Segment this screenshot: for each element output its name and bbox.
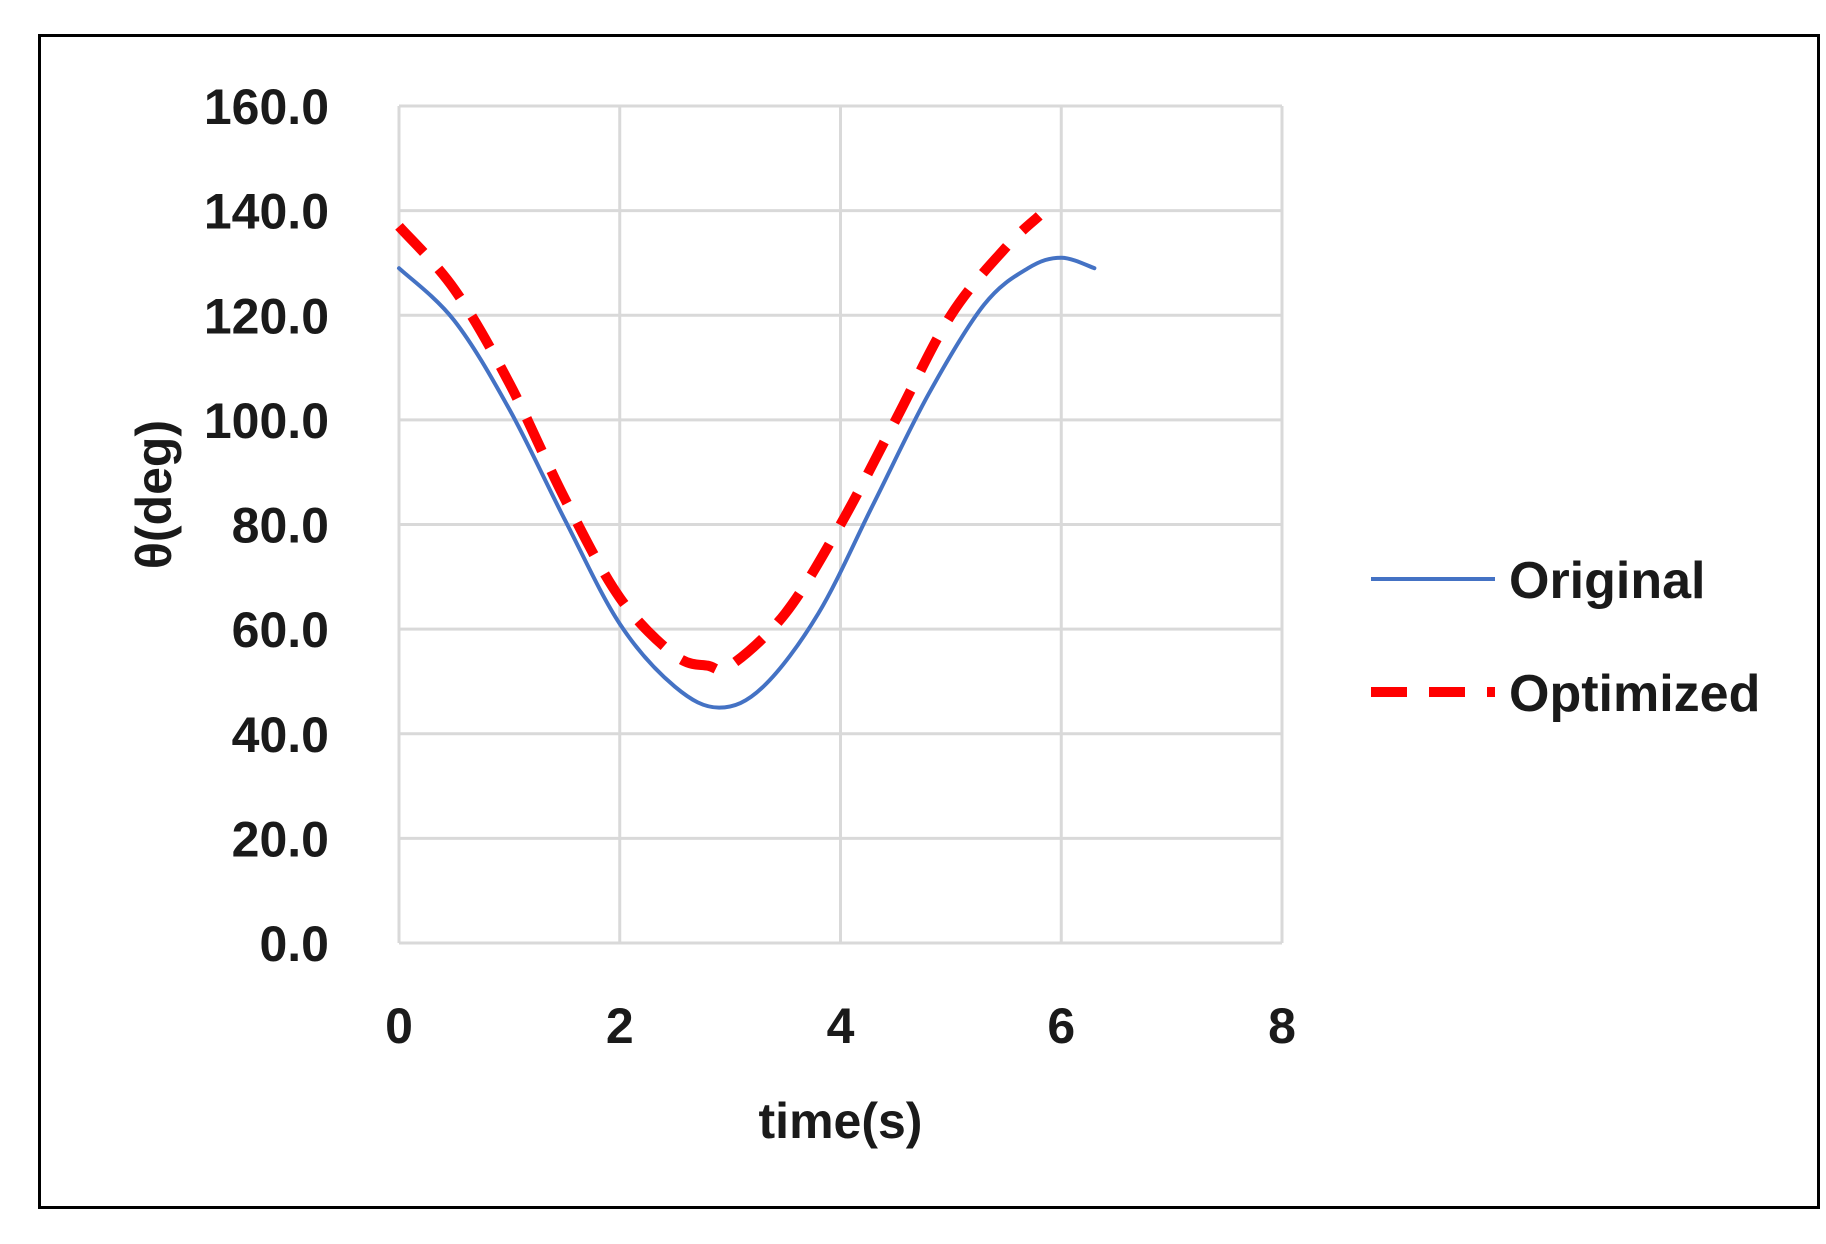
x-tick-label: 8 — [1268, 998, 1296, 1054]
y-axis-title: θ(deg) — [126, 420, 182, 569]
y-tick-label: 80.0 — [232, 498, 329, 554]
x-tick-label: 0 — [385, 998, 413, 1054]
x-tick-labels: 0 2 4 6 8 — [385, 998, 1296, 1054]
line-chart: 0.020.040.060.080.0100.0120.0140.0160.0 … — [126, 79, 1760, 1149]
x-tick-label: 6 — [1047, 998, 1075, 1054]
series-line-original — [397, 255, 1097, 710]
chart-frame: 0.0 20.0 40.0 60.0 80.0 100.0 120.0 140.0 160.0 … — [38, 34, 1820, 1209]
y-tick-label: 40.0 — [232, 707, 329, 763]
y-tick-label: 20.0 — [232, 811, 329, 867]
y-tick-labels: 0.0 20.0 40.0 60.0 80.0 100.0 120.0 140.0 160.0 — [204, 79, 329, 972]
y-tick-label: 140.0 — [204, 184, 329, 240]
y-tick-label: 0.0 — [259, 916, 329, 972]
x-tick-label: 4 — [827, 998, 855, 1054]
x-tick-label: 2 — [606, 998, 634, 1054]
legend: Original Optimized — [1371, 552, 1760, 723]
series-lines — [395, 212, 1097, 710]
legend-label-optimized: Optimized — [1509, 665, 1760, 723]
legend-label-original: Original — [1509, 552, 1705, 610]
y-tick-label: 100.0 — [204, 393, 329, 449]
series-line-optimized — [395, 212, 1043, 675]
x-axis-title: time(s) — [759, 1093, 923, 1149]
y-tick-label: 60.0 — [232, 602, 329, 658]
y-tick-label: 120.0 — [204, 288, 329, 344]
y-tick-label: 160.0 — [204, 79, 329, 135]
